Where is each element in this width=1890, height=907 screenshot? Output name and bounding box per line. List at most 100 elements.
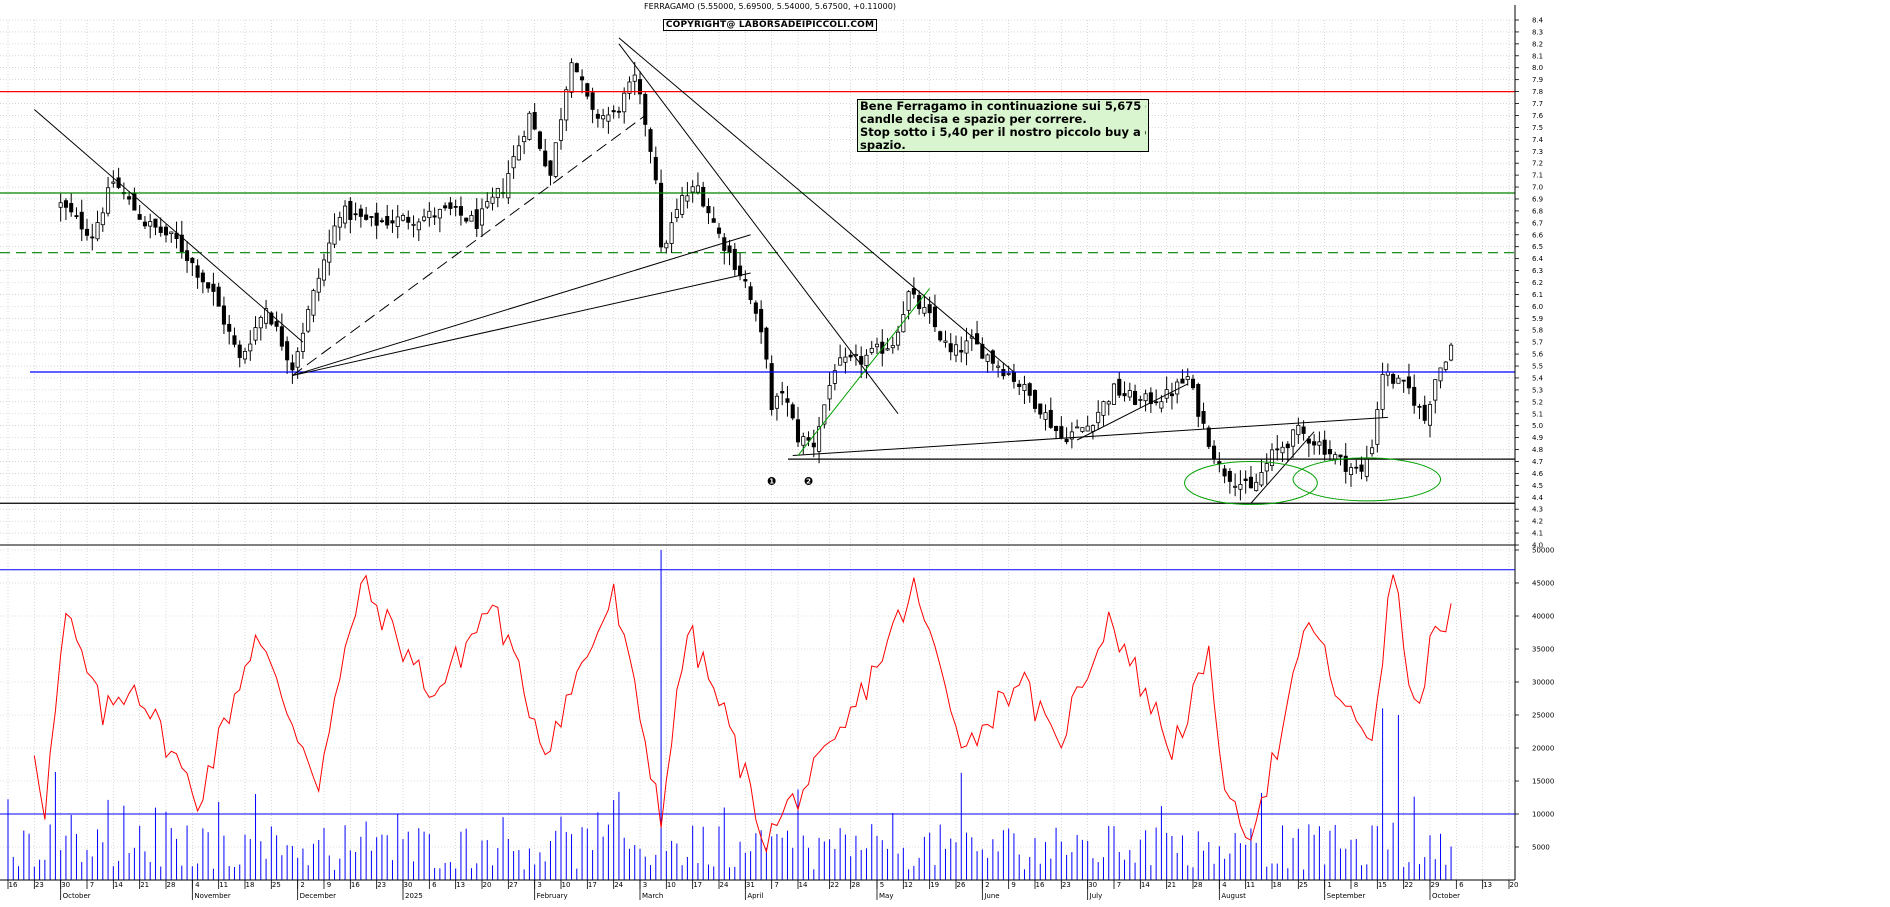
candle-up: [1022, 383, 1027, 391]
volume-tick-label: 45000: [1532, 580, 1554, 588]
day-tick-label: 20: [1510, 881, 1519, 889]
candle-down: [1169, 393, 1174, 397]
day-tick-label: 17: [588, 881, 597, 889]
candle-down: [637, 79, 643, 95]
candle-down: [1322, 439, 1327, 455]
day-tick-label: 6: [432, 881, 437, 889]
price-tick-label: 7.1: [1532, 172, 1543, 180]
candle-down: [795, 419, 801, 443]
price-tick-label: 6.8: [1532, 207, 1543, 215]
candle-down: [1048, 409, 1053, 428]
candle-down: [353, 213, 358, 216]
candle-up: [1185, 376, 1190, 380]
candle-down: [990, 350, 995, 364]
candle-down: [137, 214, 142, 220]
day-tick-label: 24: [614, 881, 623, 889]
price-tick-label: 7.8: [1532, 88, 1543, 96]
candle-down: [1227, 471, 1232, 482]
candle-up: [606, 114, 611, 122]
copyright-label: COPYRIGHT@ LABORSADEIPICCOLI.COM: [662, 19, 878, 31]
price-tick-label: 8.1: [1532, 52, 1543, 60]
candle-down: [274, 321, 279, 327]
candle-down: [1196, 384, 1201, 417]
candle-down: [611, 110, 616, 113]
volume-tick-label: 25000: [1532, 712, 1554, 720]
analysis-note: Bene Ferragamo in continuazione sui 5,67…: [857, 99, 1149, 152]
candle-up: [1433, 379, 1438, 401]
day-tick-label: 23: [377, 881, 386, 889]
candle-down: [1275, 448, 1280, 451]
candle-down: [711, 218, 716, 223]
candle-down: [285, 341, 290, 361]
candle-up: [469, 214, 474, 222]
candle-down: [653, 156, 658, 181]
trendline: [1076, 383, 1188, 441]
candle-down: [269, 312, 274, 325]
candle-down: [1133, 390, 1138, 405]
candle-up: [264, 308, 269, 324]
candle-down: [379, 220, 384, 223]
day-tick-label: 14: [114, 881, 123, 889]
price-tick-label: 5.8: [1532, 327, 1543, 335]
volume-tick-label: 30000: [1532, 679, 1554, 687]
candle-up: [1296, 424, 1301, 436]
price-tick-label: 7.9: [1532, 76, 1543, 84]
candle-up: [506, 173, 511, 199]
candle-down: [1327, 448, 1332, 455]
candle-up: [843, 356, 848, 363]
price-tick-label: 7.2: [1532, 160, 1543, 168]
candle-up: [1043, 412, 1048, 420]
candle-up: [1291, 429, 1296, 447]
candle-down: [290, 362, 295, 371]
trendline: [618, 43, 899, 415]
green-trendline: [797, 288, 931, 456]
price-tick-label: 5.1: [1532, 410, 1543, 418]
candle-down: [580, 76, 585, 81]
candle-up: [422, 216, 427, 221]
candle-up: [1106, 401, 1111, 405]
price-tick-label: 5.0: [1532, 422, 1543, 430]
candle-down: [759, 308, 764, 333]
candle-up: [511, 156, 516, 169]
candle-down: [595, 113, 600, 119]
candle-down: [358, 208, 363, 217]
candle-up: [400, 215, 406, 221]
candle-down: [785, 398, 790, 403]
candle-up: [695, 185, 700, 193]
note-line: candle decisa e spazio per correre.: [860, 113, 1087, 126]
candle-down: [880, 341, 885, 354]
candle-down: [811, 442, 816, 448]
candle-up: [311, 290, 316, 316]
candle-up: [853, 354, 858, 356]
candle-down: [142, 221, 147, 227]
candle-up: [564, 89, 569, 121]
candle-down: [738, 265, 743, 277]
candle-down: [1422, 404, 1427, 421]
candle-down: [464, 217, 469, 222]
day-tick-label: 30: [404, 881, 413, 889]
candle-up: [558, 119, 564, 141]
price-tick-label: 7.7: [1532, 100, 1543, 108]
trendline: [292, 234, 751, 377]
day-tick-label: 26: [957, 881, 966, 889]
candle-up: [343, 205, 348, 224]
candle-up: [1254, 481, 1259, 491]
candle-up: [627, 81, 632, 94]
candle-down: [1054, 425, 1059, 432]
candle-up: [485, 201, 490, 208]
day-tick-label: 14: [799, 881, 808, 889]
candle-up: [1396, 377, 1401, 384]
day-tick-label: 23: [35, 881, 44, 889]
candle-up: [822, 404, 827, 425]
day-tick-label: 5: [880, 881, 884, 889]
price-tick-label: 5.9: [1532, 315, 1543, 323]
candle-up: [1259, 471, 1264, 486]
trendline: [34, 109, 304, 343]
candle-down: [390, 220, 395, 224]
price-tick-label: 6.0: [1532, 303, 1543, 311]
day-tick-label: 25: [1299, 881, 1308, 889]
volume-tick-label: 35000: [1532, 646, 1554, 654]
candle-up: [1317, 441, 1322, 446]
day-tick-label: 10: [562, 881, 571, 889]
candle-down: [590, 92, 595, 110]
